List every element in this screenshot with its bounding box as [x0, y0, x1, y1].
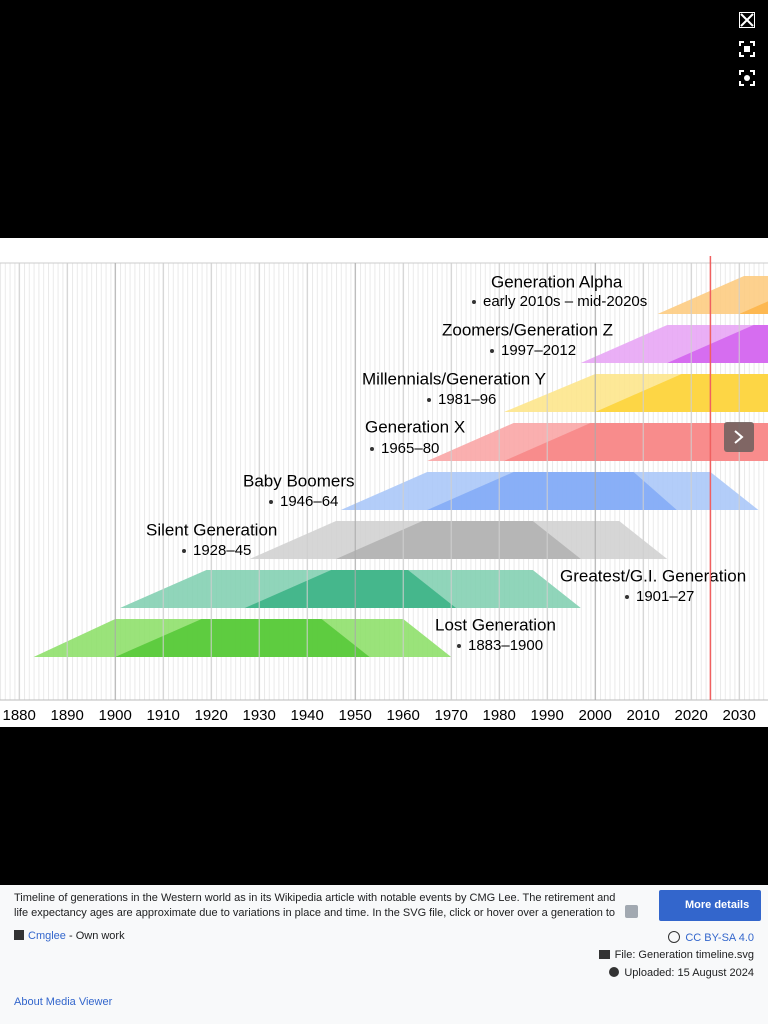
generation-dates: 1981–96	[438, 391, 496, 408]
next-button[interactable]	[724, 422, 754, 452]
close-button[interactable]	[739, 12, 755, 28]
generation-band	[657, 276, 768, 314]
x-tick-label: 2030	[723, 707, 756, 724]
bullet	[182, 549, 186, 553]
uploaded-date: Uploaded: 15 August 2024	[624, 967, 754, 979]
author-link[interactable]: Cmglee	[28, 930, 66, 942]
generation-core	[115, 619, 370, 657]
generation-name: Greatest/G.I. Generation	[560, 566, 746, 585]
more-details-label: More details	[685, 899, 750, 911]
about-link[interactable]: About Media Viewer	[14, 996, 113, 1008]
x-tick-label: 1920	[195, 707, 228, 724]
generation-core	[427, 472, 677, 510]
generation-name: Lost Generation	[435, 615, 556, 634]
generation-dates: early 2010s – mid-2020s	[483, 293, 647, 310]
x-tick-label: 1950	[339, 707, 372, 724]
generation-dates: 1883–1900	[468, 637, 543, 654]
uploaded-line: Uploaded: 15 August 2024	[609, 967, 754, 979]
x-tick-label: 1940	[291, 707, 324, 724]
description: Timeline of generations in the Western w…	[14, 892, 616, 919]
more-details-button[interactable]: More details	[659, 890, 761, 921]
generation-dates: 1901–27	[636, 588, 694, 605]
chart-image: 1880 1890 1900 1910 1920 1930 1940 1950 1960 1970…	[0, 238, 768, 727]
generation-core	[667, 325, 768, 363]
x-tick-label: 1960	[387, 707, 420, 724]
focus-button[interactable]	[739, 70, 755, 86]
generation-name: Millennials/Generation Y	[362, 369, 546, 388]
expand-toggle[interactable]	[625, 905, 638, 918]
file-name: File: Generation timeline.svg	[614, 949, 754, 961]
author-line: Cmglee - Own work	[14, 930, 125, 942]
generation-core	[739, 301, 768, 314]
x-tick-label: 1900	[99, 707, 132, 724]
generation-name: Generation X	[365, 417, 465, 436]
x-tick-label: 2020	[675, 707, 708, 724]
license-line: CC BY-SA 4.0	[668, 931, 754, 944]
generation-dates: 1946–64	[280, 493, 338, 510]
bullet	[490, 349, 494, 353]
generation-core	[336, 521, 581, 559]
bullet	[427, 398, 431, 402]
fullscreen-button[interactable]	[739, 41, 755, 57]
file-line: File: Generation timeline.svg	[598, 949, 754, 961]
bullet	[472, 300, 476, 304]
generation-dates: 1928–45	[193, 542, 251, 559]
generation-core	[595, 374, 768, 412]
generation-dates: 1965–80	[381, 440, 439, 457]
bullet	[625, 595, 629, 599]
x-tick-label: 1890	[51, 707, 84, 724]
bullet	[370, 447, 374, 451]
bullet	[457, 644, 461, 648]
generation-core	[504, 423, 768, 461]
x-tick-label: 1880	[3, 707, 36, 724]
info-panel: Timeline of generations in the Western w…	[0, 885, 768, 1024]
generation-name: Baby Boomers	[243, 471, 355, 490]
generation-name: Silent Generation	[146, 520, 277, 539]
x-tick-label: 1990	[531, 707, 564, 724]
generation-dates: 1997–2012	[501, 342, 576, 359]
generation-name: Generation Alpha	[491, 272, 623, 291]
x-tick-label: 2010	[627, 707, 660, 724]
x-tick-label: 1970	[435, 707, 468, 724]
x-tick-label: 1930	[243, 707, 276, 724]
license-link[interactable]: CC BY-SA 4.0	[685, 932, 754, 944]
generation-name: Zoomers/Generation Z	[442, 320, 613, 339]
author-note: - Own work	[68, 930, 125, 942]
bullet	[269, 500, 273, 504]
x-tick-label: 2000	[579, 707, 612, 724]
x-tick-label: 1980	[483, 707, 516, 724]
x-tick-label: 1910	[147, 707, 180, 724]
